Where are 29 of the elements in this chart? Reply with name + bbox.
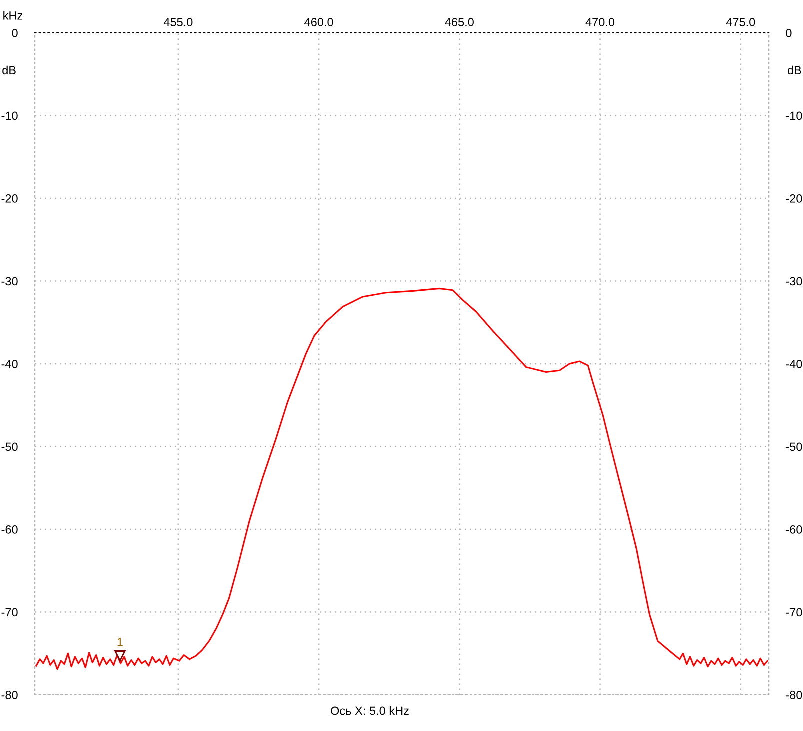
y2-tick-label: -60 (786, 526, 802, 534)
y2-tick-label: -50 (786, 442, 802, 452)
x-axis-title: kHz (4, 11, 23, 20)
y2-tick-label: -40 (786, 360, 802, 368)
line-series (36, 288, 768, 670)
y-tick-label: 0 (12, 29, 18, 38)
x-tick-label: 465.0 (445, 18, 474, 26)
y-tick-label: -20 (2, 194, 18, 203)
y2-tick-label: -70 (786, 608, 802, 617)
annotation: 1 (118, 638, 123, 646)
x-tick-label: 455.0 (164, 18, 193, 26)
x-tick-label: 460.0 (304, 18, 334, 26)
text: Ось X: 5.0 kHz (331, 706, 409, 716)
x-tick-label: 475.0 (726, 18, 756, 26)
y-tick-label: -80 (2, 691, 18, 700)
y2-tick-label: -80 (786, 691, 802, 700)
y2-tick-label: -10 (786, 112, 802, 120)
y-tick-label: -50 (2, 442, 18, 452)
y-tick-label: -70 (2, 608, 18, 617)
y2-tick-label: 0 (786, 29, 792, 38)
y2-tick-label: -20 (786, 194, 802, 203)
y-tick-label: -10 (2, 112, 18, 120)
y-tick-label: -40 (2, 360, 18, 368)
y-tick-label: -60 (2, 526, 18, 534)
x-tick-label: 470.0 (586, 18, 615, 26)
y-axis-title: dB (2, 66, 16, 75)
y2-tick-label: -30 (786, 277, 802, 286)
y-tick-label: -30 (2, 277, 18, 286)
y2-axis-title: dB (788, 66, 802, 75)
